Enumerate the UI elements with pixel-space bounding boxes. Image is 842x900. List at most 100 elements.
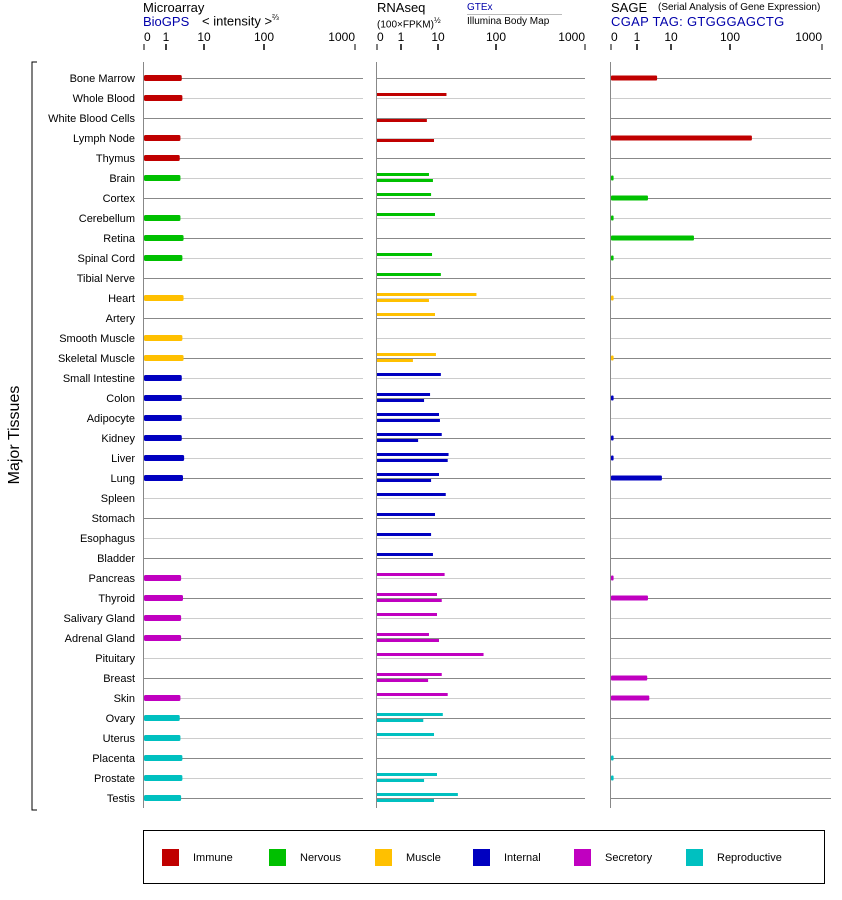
gtex-link[interactable]: GTEx <box>467 2 493 13</box>
x-tick-label: 10 <box>431 30 445 44</box>
illumina-bar <box>377 599 442 602</box>
gtex-bar <box>377 193 432 196</box>
tissue-label: Salivary Gland <box>63 613 135 625</box>
gtex-bar <box>377 773 438 776</box>
fpkm-exponent: ½ <box>433 16 441 25</box>
tissue-label: Esophagus <box>80 533 136 545</box>
tissue-label: White Blood Cells <box>48 113 135 125</box>
gtex-bar <box>377 573 445 576</box>
legend-swatch <box>375 849 392 866</box>
microarray-bar <box>144 175 181 181</box>
illumina-bar <box>377 439 419 442</box>
microarray-bar <box>144 715 180 721</box>
legend-label: Immune <box>193 851 233 864</box>
gtex-bar <box>377 613 438 616</box>
gtex-bar <box>377 373 441 376</box>
rnaseq-title: RNAseq <box>377 0 426 15</box>
tissue-label: Bladder <box>97 553 135 565</box>
legend-item-secretory: Secretory <box>574 849 652 866</box>
legend-swatch <box>162 849 179 866</box>
illumina-bar <box>377 399 425 402</box>
tissue-label: Retina <box>103 233 136 245</box>
tissue-label: Pituitary <box>95 653 135 665</box>
legend-label: Internal <box>504 851 541 864</box>
sage-bar <box>611 295 614 301</box>
microarray-bar <box>144 595 183 601</box>
tissue-label: Stomach <box>92 513 135 525</box>
illumina-bar <box>377 419 440 422</box>
tissue-label: Whole Blood <box>73 93 135 105</box>
tissue-label: Lymph Node <box>73 133 135 145</box>
gtex-bar <box>377 793 458 796</box>
microarray-bar <box>144 435 182 441</box>
tissue-label: Adrenal Gland <box>65 633 135 645</box>
tissue-label: Kidney <box>101 433 135 445</box>
gtex-bar <box>377 393 431 396</box>
legend-item-immune: Immune <box>162 849 233 866</box>
sage-title: SAGE <box>611 0 648 15</box>
microarray-bar <box>144 735 181 741</box>
legend-swatch <box>686 849 703 866</box>
microarray-bar <box>144 415 182 421</box>
x-tick-label: 1 <box>634 30 641 44</box>
x-tick-label: 1 <box>163 30 170 44</box>
gtex-bar <box>377 553 433 556</box>
tissue-label: Breast <box>103 673 135 685</box>
microarray-bar <box>144 455 185 461</box>
illumina-bar <box>377 299 429 302</box>
sage-bar <box>611 355 614 361</box>
gtex-bar <box>377 633 429 636</box>
x-tick-label: 1000 <box>328 30 355 44</box>
microarray-bar <box>144 75 182 81</box>
tissue-label: Brain <box>109 173 135 185</box>
x-tick-label: 100 <box>720 30 740 44</box>
microarray-bar <box>144 615 182 621</box>
fpkm-unit: (100×FPKM) <box>377 19 434 31</box>
biogps-link[interactable]: BioGPS <box>143 14 190 29</box>
tissue-label: Lung <box>111 473 135 485</box>
microarray-bar <box>144 695 181 701</box>
tissue-label: Bone Marrow <box>70 73 135 85</box>
legend-label: Secretory <box>605 851 653 864</box>
sage-bar <box>611 595 648 601</box>
microarray-bar <box>144 155 180 161</box>
legend-swatch <box>269 849 286 866</box>
microarray-bar <box>144 335 183 341</box>
microarray-bar <box>144 355 184 361</box>
gtex-bar <box>377 593 438 596</box>
sage-bar <box>611 235 694 241</box>
tissue-label: Small Intestine <box>63 373 135 385</box>
illumina-bar <box>377 119 427 122</box>
x-tick-label: 100 <box>486 30 506 44</box>
gtex-bar <box>377 513 436 516</box>
sage-bar <box>611 175 614 181</box>
x-tick-label: 10 <box>197 30 211 44</box>
microarray-bar <box>144 135 181 141</box>
gtex-bar <box>377 713 443 716</box>
tissue-label: Thymus <box>96 153 136 165</box>
microarray-bar <box>144 255 183 261</box>
cgap-tag-link[interactable]: CGAP TAG: GTGGGAGCTG <box>611 14 785 29</box>
sage-bar <box>611 575 614 581</box>
gtex-bar <box>377 353 436 356</box>
intensity-label: < intensity >⅔ <box>202 13 279 28</box>
illumina-bar <box>377 139 435 142</box>
tissue-label: Prostate <box>94 773 135 785</box>
gtex-bar <box>377 693 448 696</box>
intensity-exponent: ⅔ <box>272 13 279 22</box>
microarray-bar <box>144 235 184 241</box>
sage-bar <box>611 195 648 201</box>
microarray-bar <box>144 755 183 761</box>
gtex-bar <box>377 733 435 736</box>
tissue-label: Skin <box>114 693 135 705</box>
y-axis-label: Major Tissues <box>6 386 23 485</box>
illumina-bar <box>377 459 448 462</box>
microarray-bar <box>144 95 183 101</box>
sage-bar <box>611 75 658 81</box>
tissue-label: Spleen <box>101 493 135 505</box>
sage-bar <box>611 395 614 401</box>
sage-subtitle: (Serial Analysis of Gene Expression) <box>658 2 821 13</box>
tissue-label: Testis <box>107 793 136 805</box>
tissue-label: Cortex <box>103 193 136 205</box>
